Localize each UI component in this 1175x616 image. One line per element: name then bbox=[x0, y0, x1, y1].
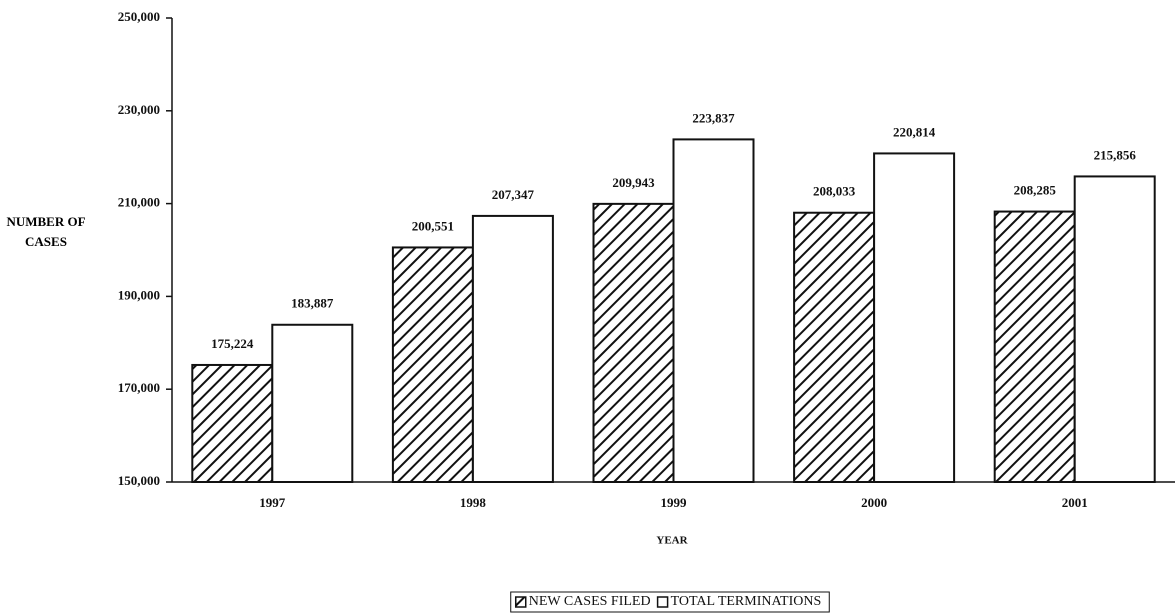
legend-swatch bbox=[656, 596, 669, 608]
data-label: 220,814 bbox=[893, 124, 936, 139]
y-tick-label: 250,000 bbox=[118, 9, 160, 24]
data-label: 183,887 bbox=[291, 296, 334, 311]
x-tick-label: 2001 bbox=[1062, 495, 1088, 510]
data-label: 208,285 bbox=[1014, 183, 1057, 198]
data-label: 215,856 bbox=[1094, 147, 1137, 162]
bar bbox=[391, 246, 474, 483]
bar bbox=[592, 202, 675, 484]
legend-label: TOTAL TERMINATIONS bbox=[671, 594, 822, 609]
x-tick-label: 1998 bbox=[460, 495, 487, 510]
bar bbox=[672, 138, 755, 483]
data-label: 207,347 bbox=[492, 187, 535, 202]
bar bbox=[873, 152, 956, 483]
bar bbox=[191, 363, 274, 483]
data-label: 200,551 bbox=[412, 218, 454, 233]
bar bbox=[993, 210, 1076, 484]
bar bbox=[1073, 175, 1156, 483]
legend-box bbox=[510, 591, 830, 613]
x-tick-label: 1997 bbox=[259, 495, 286, 510]
y-tick-label: 230,000 bbox=[118, 102, 160, 117]
data-label: 208,033 bbox=[813, 184, 856, 199]
data-label: 175,224 bbox=[211, 336, 254, 351]
x-tick-label: 1999 bbox=[661, 495, 688, 510]
x-tick-label: 2000 bbox=[861, 495, 887, 510]
x-axis-label: YEAR bbox=[656, 535, 688, 547]
y-tick-label: 150,000 bbox=[118, 473, 160, 488]
data-label: 209,943 bbox=[612, 175, 655, 190]
y-tick-label: 210,000 bbox=[118, 195, 160, 210]
legend-swatch bbox=[514, 596, 527, 608]
bar bbox=[471, 214, 554, 484]
data-label: 223,837 bbox=[692, 110, 735, 125]
y-tick-label: 190,000 bbox=[118, 287, 160, 302]
bar bbox=[793, 211, 876, 484]
legend-label: NEW CASES FILED bbox=[529, 594, 651, 609]
y-axis-label: NUMBER OF CASES bbox=[6, 214, 86, 249]
y-tick-label: 170,000 bbox=[118, 380, 160, 395]
bar bbox=[271, 323, 354, 483]
